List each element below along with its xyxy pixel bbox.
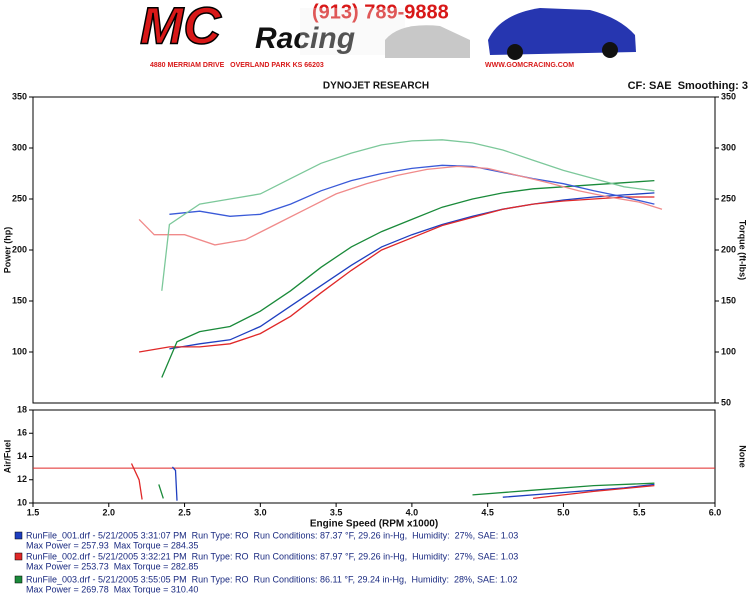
data-line xyxy=(161,139,655,291)
data-line xyxy=(138,196,655,353)
data-line xyxy=(158,482,655,499)
y-tick-label: 250 xyxy=(12,193,27,203)
x-tick-label: 5.5 xyxy=(633,507,646,517)
y2-tick-label: 350 xyxy=(721,91,736,101)
data-line xyxy=(161,179,655,378)
y2-tick-label: 150 xyxy=(721,295,736,305)
y-tick-label: 300 xyxy=(12,142,27,152)
y-tick-label: 10 xyxy=(17,497,27,507)
y2-axis-label: None xyxy=(738,445,748,468)
y-axis-label: Air/Fuel xyxy=(2,440,12,474)
data-line xyxy=(169,164,655,217)
chart-title: DYNOJET RESEARCH xyxy=(323,81,429,92)
y-tick-label: 18 xyxy=(17,404,27,414)
y-tick-label: 16 xyxy=(17,428,27,438)
phone: (913) 789-9888 xyxy=(312,1,449,23)
logo-racing: Racing xyxy=(255,22,355,55)
data-line xyxy=(169,192,655,350)
y2-tick-label: 250 xyxy=(721,193,736,203)
car-wheel xyxy=(507,44,523,60)
legend-swatch xyxy=(14,575,23,584)
legend-file: RunFile_003.drf - 5/21/2005 3:55:05 PM R… xyxy=(26,574,518,584)
legend-stats: Max Power = 253.73 Max Torque = 282.85 xyxy=(26,561,198,571)
x-axis-label: Engine Speed (RPM x1000) xyxy=(310,519,438,530)
y-tick-label: 150 xyxy=(12,295,27,305)
legend-file: RunFile_002.drf - 5/21/2005 3:32:21 PM R… xyxy=(26,551,518,561)
car-wheel xyxy=(602,42,618,58)
address: 4880 MERRIAM DRIVE OVERLAND PARK KS 6620… xyxy=(150,62,324,69)
logo-mc: MC xyxy=(140,0,222,56)
y2-tick-label: 200 xyxy=(721,244,736,254)
data-line xyxy=(130,463,655,500)
legend-swatch xyxy=(14,552,23,561)
y2-tick-label: 50 xyxy=(721,397,731,407)
y-tick-label: 12 xyxy=(17,474,27,484)
engine-graphic xyxy=(385,25,470,58)
x-tick-label: 4.5 xyxy=(481,507,494,517)
y2-tick-label: 300 xyxy=(721,142,736,152)
x-tick-label: 6.0 xyxy=(709,507,722,517)
x-tick-label: 3.5 xyxy=(330,507,343,517)
x-tick-label: 1.5 xyxy=(27,507,40,517)
logo-backdrop xyxy=(300,8,405,55)
y-axis-label: Power (hp) xyxy=(2,227,12,274)
y-tick-label: 200 xyxy=(12,244,27,254)
y2-tick-label: 100 xyxy=(721,346,736,356)
car-graphic xyxy=(488,8,636,55)
chart-note: CF: SAE Smoothing: 3 xyxy=(628,80,748,92)
website: WWW.GOMCRACING.COM xyxy=(485,62,574,69)
data-line xyxy=(171,466,655,501)
x-tick-label: 2.5 xyxy=(178,507,191,517)
legend: RunFile_001.drf - 5/21/2005 3:31:07 PM R… xyxy=(14,530,518,594)
x-tick-label: 2.0 xyxy=(103,507,116,517)
y-tick-label: 100 xyxy=(12,346,27,356)
x-tick-label: 4.0 xyxy=(406,507,419,517)
legend-stats: Max Power = 257.93 Max Torque = 284.35 xyxy=(26,540,198,550)
y-tick-label: 350 xyxy=(12,91,27,101)
data-line xyxy=(138,165,663,246)
legend-swatch xyxy=(14,531,23,540)
y-tick-label: 14 xyxy=(17,451,27,461)
plot-frame xyxy=(32,96,716,404)
header: MC Racing (913) 789-9888 4880 MERRIAM DR… xyxy=(139,0,636,69)
y2-axis-label: Torque (ft-lbs) xyxy=(738,220,748,280)
x-tick-label: 3.0 xyxy=(254,507,267,517)
legend-file: RunFile_001.drf - 5/21/2005 3:31:07 PM R… xyxy=(26,530,518,540)
x-tick-label: 5.0 xyxy=(557,507,570,517)
legend-stats: Max Power = 269.78 Max Torque = 310.40 xyxy=(26,584,198,594)
